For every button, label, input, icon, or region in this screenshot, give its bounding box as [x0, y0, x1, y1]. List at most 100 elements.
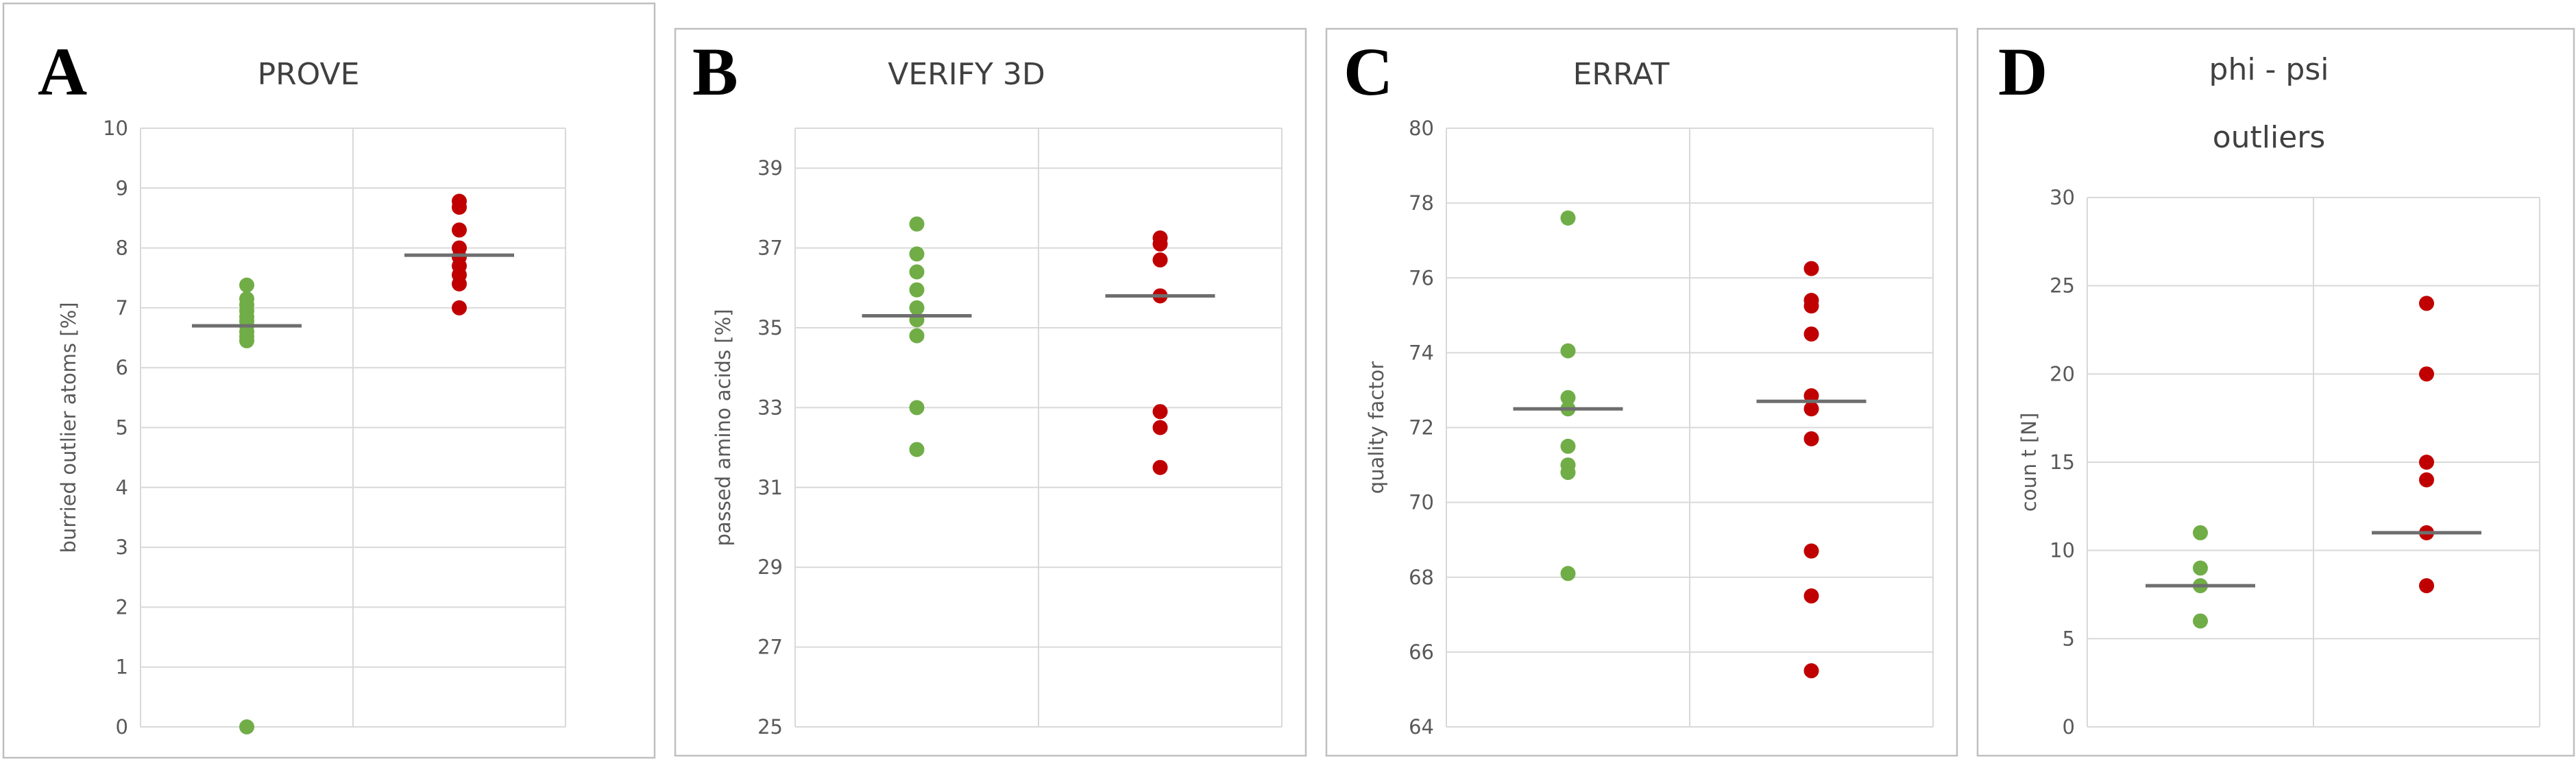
data-point-green	[2193, 560, 2208, 576]
y-tick-label: 29	[757, 555, 783, 579]
data-point-red	[452, 276, 467, 291]
y-tick-label: 5	[2063, 627, 2075, 650]
data-point-red	[1803, 261, 1819, 276]
data-point-red	[1803, 431, 1819, 446]
y-tick-label: 39	[757, 156, 783, 180]
y-axis-label: passed amino acids [%]	[712, 309, 735, 547]
chart-title: phi - psi	[2209, 52, 2329, 87]
y-tick-label: 70	[1409, 491, 1434, 514]
data-point-red	[2419, 455, 2434, 470]
data-point-red	[1803, 663, 1819, 679]
y-tick-label: 64	[1409, 715, 1434, 739]
data-point-red	[1152, 404, 1168, 420]
chart-title: VERIFY 3D	[888, 57, 1045, 92]
y-tick-label: 78	[1409, 191, 1434, 215]
panel-letter: D	[1998, 34, 2048, 110]
y-tick-label: 35	[757, 316, 783, 339]
data-point-green	[1560, 343, 1576, 359]
data-point-green	[909, 400, 925, 416]
data-point-red	[1803, 388, 1819, 404]
data-point-red	[1152, 252, 1168, 268]
y-tick-label: 37	[757, 237, 783, 260]
data-point-red	[1803, 588, 1819, 604]
y-tick-label: 9	[116, 176, 128, 200]
y-tick-label: 31	[757, 476, 783, 499]
y-tick-label: 20	[2050, 362, 2075, 385]
y-tick-label: 76	[1409, 266, 1434, 289]
y-tick-label: 33	[757, 396, 783, 419]
y-tick-label: 1	[116, 656, 128, 679]
data-point-red	[452, 300, 467, 315]
chart-title: PROVE	[258, 57, 360, 92]
data-point-green	[909, 328, 925, 344]
data-point-red	[1803, 401, 1819, 417]
y-tick-label: 6	[116, 356, 128, 379]
y-tick-label: 68	[1409, 566, 1434, 589]
y-tick-label: 66	[1409, 640, 1434, 664]
data-point-red	[2419, 472, 2434, 488]
data-point-green	[239, 333, 254, 348]
panel-a: A PROVE 0 1 2 3 4 5 6 7 8 9 10 burried outlier atoms …	[2, 2, 656, 759]
data-point-red	[1152, 420, 1168, 435]
y-tick-label: 10	[103, 117, 128, 140]
y-tick-label: 5	[116, 416, 128, 440]
data-point-red	[1803, 326, 1819, 342]
y-tick-label: 0	[116, 715, 128, 739]
y-tick-label: 8	[116, 237, 128, 260]
y-axis-label: coun t [N]	[2017, 413, 2041, 512]
data-point-red	[1803, 543, 1819, 559]
chart-title: ERRAT	[1573, 57, 1670, 92]
data-point-red	[1152, 459, 1168, 475]
data-point-green	[1560, 389, 1576, 405]
data-point-red	[1152, 236, 1168, 252]
y-tick-label: 72	[1409, 416, 1434, 440]
panel-letter: C	[1344, 34, 1393, 110]
y-tick-label: 10	[2050, 539, 2075, 562]
data-point-green	[909, 264, 925, 280]
panel-frame	[2, 2, 656, 759]
data-point-red	[2419, 296, 2434, 311]
data-point-green	[909, 442, 925, 457]
panel-frame	[1325, 27, 1958, 757]
y-tick-label: 80	[1409, 117, 1434, 140]
data-point-green	[239, 277, 254, 293]
data-point-green	[239, 719, 254, 734]
data-point-red	[452, 200, 467, 215]
chart-title: outliers	[2213, 120, 2326, 155]
data-point-green	[909, 300, 925, 315]
data-point-red	[2419, 578, 2434, 594]
y-tick-label: 30	[2050, 186, 2075, 209]
data-point-green	[909, 282, 925, 298]
data-point-green	[2193, 613, 2208, 629]
data-point-green	[2193, 525, 2208, 540]
panel-frame	[674, 27, 1307, 757]
y-tick-label: 4	[116, 476, 128, 499]
panel-letter: B	[692, 34, 738, 110]
y-tick-label: 74	[1409, 341, 1434, 364]
y-tick-label: 3	[116, 536, 128, 559]
data-point-green	[909, 216, 925, 232]
data-point-green	[1560, 464, 1576, 480]
y-tick-label: 25	[2050, 274, 2075, 298]
y-tick-label: 15	[2050, 451, 2075, 474]
y-tick-label: 2	[116, 595, 128, 619]
data-point-green	[1560, 210, 1576, 226]
y-tick-label: 27	[757, 636, 783, 659]
data-point-red	[452, 222, 467, 238]
data-point-red	[2419, 366, 2434, 382]
panel-b: B VERIFY 3D 25 27 29 31 33 35 37 39 passed amino a…	[674, 27, 1307, 757]
y-axis-label: burried outlier atoms [%]	[57, 302, 80, 553]
data-point-green	[909, 246, 925, 262]
data-point-green	[1560, 566, 1576, 582]
data-point-green	[1560, 438, 1576, 454]
panel-c: C ERRAT 64 66 68 70 72 74 76 78 80 quality factor	[1325, 27, 1958, 757]
y-tick-label: 7	[116, 296, 128, 320]
y-axis-label: quality factor	[1365, 361, 1388, 494]
panel-frame	[1976, 27, 2575, 757]
y-tick-label: 0	[2063, 715, 2075, 739]
y-tick-label: 25	[757, 715, 783, 739]
data-point-red	[1803, 298, 1819, 314]
panel-letter: A	[38, 34, 87, 110]
